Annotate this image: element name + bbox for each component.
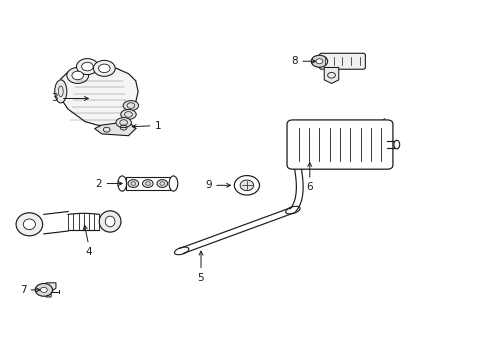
Polygon shape (95, 122, 136, 136)
Circle shape (315, 59, 322, 64)
Circle shape (128, 180, 138, 188)
Ellipse shape (169, 176, 178, 191)
Polygon shape (61, 65, 138, 127)
Circle shape (157, 180, 167, 188)
Ellipse shape (55, 80, 67, 103)
Text: 3: 3 (51, 94, 57, 103)
Ellipse shape (99, 211, 121, 232)
Ellipse shape (240, 180, 253, 191)
Polygon shape (46, 283, 56, 297)
Ellipse shape (123, 100, 138, 111)
Text: 7: 7 (20, 285, 27, 295)
Ellipse shape (105, 216, 115, 227)
Circle shape (142, 180, 153, 188)
Circle shape (310, 55, 327, 67)
Text: 9: 9 (205, 180, 212, 190)
Ellipse shape (121, 109, 136, 120)
Text: 5: 5 (197, 273, 204, 283)
Ellipse shape (118, 176, 126, 191)
Text: 1: 1 (155, 121, 162, 131)
FancyBboxPatch shape (319, 53, 365, 69)
Text: 4: 4 (85, 247, 92, 257)
Ellipse shape (234, 176, 259, 195)
Ellipse shape (393, 140, 399, 149)
Ellipse shape (93, 60, 115, 76)
Circle shape (72, 71, 83, 80)
Text: 6: 6 (306, 183, 312, 193)
Ellipse shape (16, 213, 42, 236)
Text: 8: 8 (290, 56, 297, 66)
Ellipse shape (76, 59, 98, 75)
Ellipse shape (23, 219, 35, 230)
Ellipse shape (174, 247, 188, 255)
Ellipse shape (67, 67, 88, 84)
FancyBboxPatch shape (286, 120, 392, 169)
Polygon shape (126, 177, 169, 190)
Ellipse shape (285, 206, 300, 214)
Polygon shape (324, 67, 338, 84)
Circle shape (41, 287, 47, 292)
Circle shape (35, 283, 53, 296)
Circle shape (81, 62, 93, 71)
Ellipse shape (116, 118, 131, 127)
Circle shape (98, 64, 110, 73)
Text: 2: 2 (95, 179, 102, 189)
